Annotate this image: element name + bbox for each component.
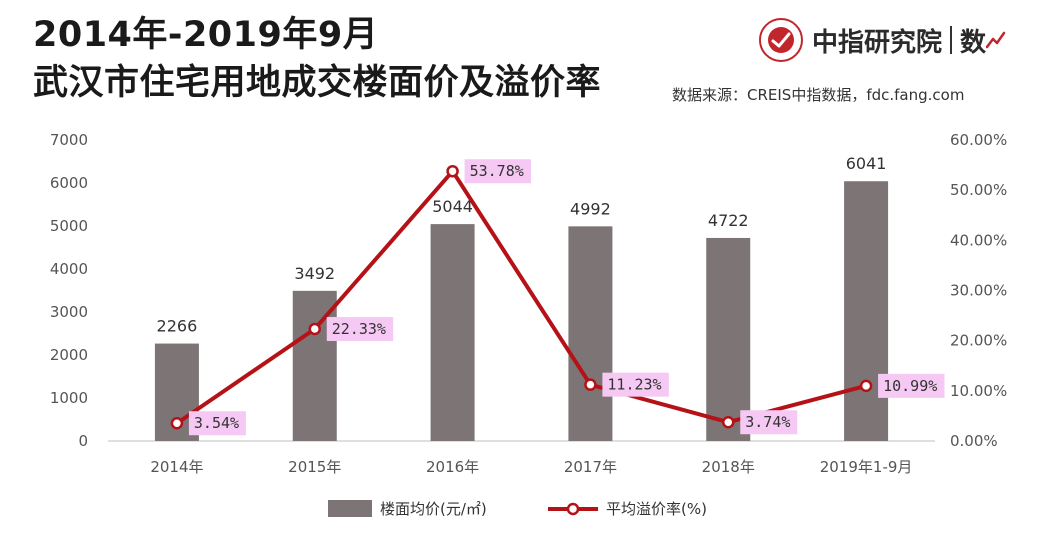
y-right-tick-label: 60.00% — [950, 131, 1007, 149]
brand-seal-icon — [759, 18, 803, 62]
line-label-background — [878, 373, 945, 398]
legend-swatch-marker — [566, 502, 580, 516]
y-left-tick-label: 0 — [78, 432, 88, 450]
bar-value-label: 4722 — [708, 211, 749, 230]
line-point — [170, 416, 184, 430]
data-source: 数据来源：CREIS中指数据，fdc.fang.com — [672, 86, 965, 104]
y-right-tick-label: 30.00% — [950, 282, 1007, 300]
line-label-background — [464, 159, 531, 184]
y-left-tick-label: 7000 — [50, 131, 88, 149]
brand-suffix: 数 — [960, 27, 987, 58]
line-value-label: 10.99% — [883, 377, 937, 395]
line-point — [722, 415, 735, 429]
bar-value-label: 2266 — [157, 317, 198, 336]
brand-separator — [950, 26, 953, 54]
bar-value-label: 6041 — [846, 154, 887, 173]
legend-swatch-bar — [328, 500, 372, 517]
bar-value-label: 3492 — [294, 264, 335, 283]
x-tick-label: 2014年 — [150, 458, 203, 476]
y-right-tick-label: 10.00% — [950, 382, 1007, 400]
line-value-label: 3.74% — [745, 413, 790, 431]
bar-value-label: 5044 — [432, 197, 473, 216]
chart-title-line2: 武汉市住宅用地成交楼面价及溢价率 — [33, 63, 602, 103]
y-right-tick-label: 40.00% — [950, 231, 1007, 249]
x-tick-label: 2019年1-9月 — [820, 458, 913, 476]
bar — [706, 237, 751, 441]
x-tick-label: 2018年 — [702, 458, 755, 476]
line-label-background — [740, 410, 798, 435]
trend-arrow-icon — [986, 31, 1006, 49]
line-label-background — [602, 372, 669, 397]
bar — [430, 224, 475, 441]
line-point — [308, 322, 321, 336]
line-value-label: 3.54% — [194, 414, 239, 432]
line-value-label: 53.78% — [470, 162, 524, 180]
y-left-tick-label: 5000 — [50, 217, 88, 235]
bar — [844, 181, 889, 441]
line-point — [584, 378, 597, 391]
bar — [568, 226, 613, 441]
y-right-tick-label: 20.00% — [950, 332, 1007, 350]
legend-label-line: 平均溢价率(%) — [606, 500, 707, 518]
y-left-tick-label: 3000 — [50, 303, 88, 321]
line-point — [446, 164, 459, 178]
chart-title-line1: 2014年-2019年9月 — [33, 15, 379, 55]
brand-logo: 中指研究院 数 — [758, 16, 1006, 64]
y-right-tick-label: 50.00% — [950, 181, 1007, 199]
bar — [292, 290, 337, 441]
bar-value-label: 4992 — [570, 199, 611, 218]
line-point — [859, 379, 873, 393]
y-left-tick-label: 4000 — [50, 260, 88, 278]
line-value-label: 22.33% — [332, 320, 386, 338]
y-right-tick-label: 0.00% — [950, 432, 998, 450]
y-left-tick-label: 6000 — [50, 174, 88, 192]
y-left-tick-label: 2000 — [50, 346, 88, 364]
series-line — [175, 169, 867, 425]
brand-name: 中指研究院 — [812, 27, 943, 58]
x-tick-label: 2015年 — [288, 458, 341, 476]
x-tick-label: 2017年 — [564, 458, 617, 476]
line-label-background — [188, 411, 246, 436]
line-value-label: 11.23% — [607, 376, 661, 394]
x-tick-label: 2016年 — [426, 458, 479, 476]
line-label-background — [326, 316, 394, 341]
legend-label-bar: 楼面均价(元/㎡) — [380, 500, 487, 518]
y-left-tick-label: 1000 — [50, 389, 88, 407]
